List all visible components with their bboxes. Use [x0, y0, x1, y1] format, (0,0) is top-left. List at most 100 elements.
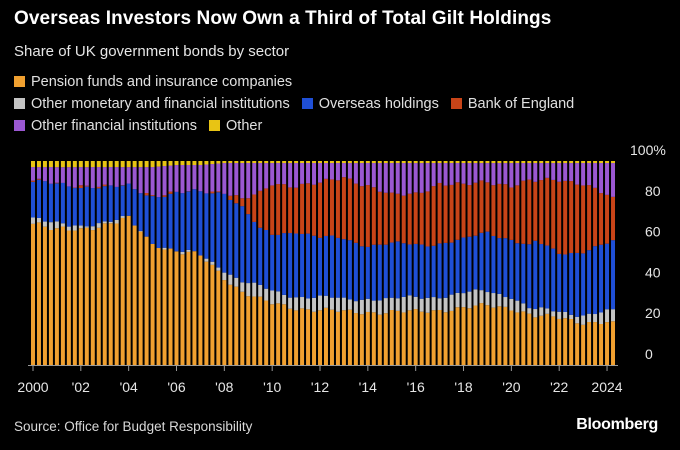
bar-segment-pension — [192, 251, 197, 365]
bar-segment-ofi — [485, 163, 490, 183]
bar-segment-overseas — [312, 235, 317, 298]
bar-segment-pension — [150, 243, 155, 365]
bar-segment-other-mfi — [312, 297, 317, 312]
bar-segment-ofi — [449, 163, 454, 185]
bar-segment-other — [563, 161, 568, 164]
bar-segment-other — [365, 161, 370, 164]
bar-segment-overseas — [503, 238, 508, 298]
bar-segment-pension — [551, 316, 556, 365]
bar-segment-boe — [413, 192, 418, 244]
bar-segment-other — [575, 161, 580, 164]
bar-segment-other-mfi — [216, 267, 221, 271]
bar-segment-pension — [545, 313, 550, 365]
legend-swatch-boe — [450, 98, 462, 109]
bar-segment-overseas — [264, 230, 269, 289]
legend: Pension funds and insurance companies Ot… — [14, 73, 664, 139]
bar-segment-overseas — [359, 246, 364, 300]
bar-segment-ofi — [473, 163, 478, 183]
bar-segment-other — [228, 161, 233, 164]
bar-segment-other-mfi — [228, 274, 233, 285]
bar-segment-pension — [575, 323, 580, 365]
bar-segment-other — [353, 161, 358, 164]
bar-segment-ofi — [42, 167, 47, 182]
bar-segment-overseas — [395, 241, 400, 299]
bar-segment-overseas — [515, 243, 520, 301]
bar-segment-other — [270, 161, 275, 164]
bar-segment-boe — [395, 193, 400, 242]
bar-segment-overseas — [329, 235, 334, 298]
bar-segment-pension — [587, 322, 592, 365]
bar-segment-other — [509, 161, 514, 164]
bar-segment-pension — [276, 303, 281, 365]
bar-segment-boe — [240, 198, 245, 207]
bar-segment-overseas — [31, 181, 35, 218]
bar-segment-other — [54, 161, 59, 168]
bar-segment-overseas — [36, 179, 41, 218]
bar-segment-other — [479, 161, 484, 164]
bar-segment-other-mfi — [353, 301, 358, 314]
bar-segment-overseas — [365, 246, 370, 299]
bar-segment-pension — [455, 307, 460, 365]
bar-segment-pension — [533, 317, 538, 365]
bar-segment-other-mfi — [318, 295, 322, 311]
bar-segment-boe — [515, 185, 520, 244]
bar-segment-overseas — [66, 186, 71, 227]
bar-segment-overseas — [168, 193, 173, 249]
bar-segment-boe — [54, 182, 59, 184]
x-tick-label: '14 — [359, 379, 377, 395]
bar-segment-ofi — [258, 163, 263, 191]
bar-segment-boe — [401, 195, 406, 244]
bar-segment-other-mfi — [443, 297, 448, 313]
bar-segment-pension — [449, 310, 454, 365]
bar-segment-overseas — [491, 235, 496, 294]
legend-swatch-other-mfi — [14, 98, 25, 109]
bar-segment-ofi — [150, 167, 155, 196]
bar-segment-boe — [329, 179, 334, 236]
bar-segment-ofi — [539, 163, 544, 181]
bar-segment-overseas — [102, 186, 107, 222]
bar-segment-other — [341, 161, 346, 164]
bar-segment-ofi — [306, 163, 311, 184]
bar-segment-other-mfi — [240, 282, 245, 292]
bar-segment-boe — [581, 185, 586, 254]
bar-segment-other-mfi — [210, 261, 215, 265]
bar-segment-overseas — [246, 214, 251, 284]
bar-segment-other — [282, 161, 287, 164]
bar-segment-boe — [539, 180, 544, 245]
bar-segment-boe — [431, 186, 436, 246]
bar-segment-ofi — [66, 167, 71, 187]
bar-segment-pension — [491, 307, 496, 365]
bar-segment-pension — [461, 307, 466, 365]
bar-segment-overseas — [461, 237, 466, 294]
bar-segment-other-mfi — [557, 311, 562, 319]
bar-segment-pension — [407, 310, 412, 365]
bar-segment-other — [252, 161, 257, 164]
bar-segment-other — [485, 161, 490, 164]
bar-segment-other-mfi — [401, 296, 406, 313]
bar-segment-pension — [270, 304, 275, 365]
bar-segment-overseas — [425, 246, 430, 298]
bar-segment-pension — [282, 304, 287, 365]
bar-segment-pension — [66, 230, 71, 365]
bar-segment-overseas — [156, 197, 161, 248]
bar-segment-other-mfi — [204, 258, 209, 262]
x-tick-label: '04 — [120, 379, 138, 395]
bar-segment-other — [192, 161, 197, 166]
bar-segment-overseas — [473, 235, 478, 290]
bar-segment-overseas — [443, 242, 448, 298]
bar-segment-ofi — [84, 167, 89, 186]
bar-segment-ofi — [300, 163, 305, 184]
bar-segment-boe — [264, 188, 269, 230]
bar-segment-boe — [258, 190, 263, 228]
bar-segment-overseas — [497, 238, 502, 294]
bar-segment-pension — [294, 310, 299, 365]
bar-segment-other-mfi — [587, 313, 592, 323]
bar-segment-other-mfi — [264, 288, 269, 301]
bar-segment-ofi — [515, 163, 520, 186]
bar-segment-boe — [611, 196, 615, 241]
bar-segment-ofi — [455, 163, 460, 183]
bar-segment-other — [114, 161, 119, 168]
bar-segment-boe — [509, 187, 514, 240]
bar-segment-pension — [228, 284, 233, 365]
bar-segment-pension — [371, 312, 376, 365]
